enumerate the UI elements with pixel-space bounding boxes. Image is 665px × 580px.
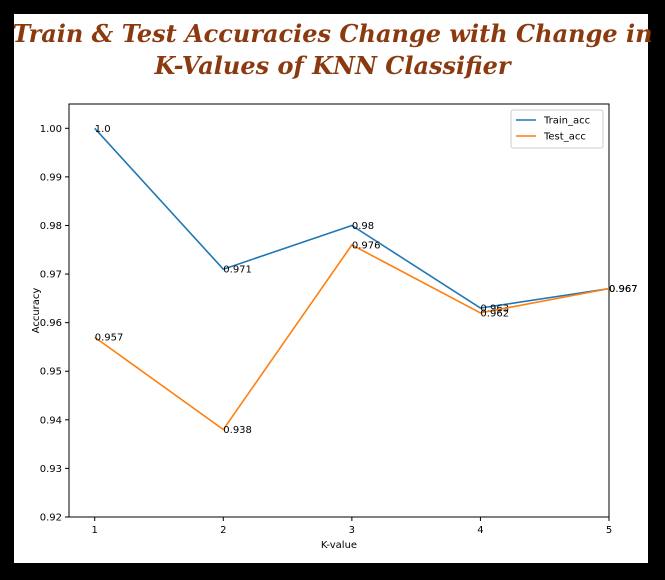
x-tick-label: 2	[220, 525, 226, 536]
plot-frame	[68, 103, 610, 518]
chart-title-line-2: K-Values of KNN Classifier	[154, 51, 511, 80]
y-tick-label: 1.00	[40, 124, 62, 135]
data-label: 0.963	[480, 304, 509, 315]
series-line-train-acc	[94, 127, 610, 309]
data-label: 0.957	[95, 333, 124, 344]
legend-label: Test_acc	[543, 132, 586, 143]
y-tick-label: 0.94	[40, 415, 62, 426]
data-label: 0.938	[223, 425, 252, 436]
data-label: 0.98	[352, 221, 374, 232]
data-label: 1.0	[95, 124, 111, 135]
y-axis-label: Accuracy	[31, 288, 42, 334]
data-label: 0.967	[609, 284, 638, 295]
data-label: 0.976	[352, 240, 381, 251]
y-tick-label: 0.92	[40, 513, 62, 524]
x-tick-label: 3	[349, 525, 355, 536]
y-tick-label: 0.96	[40, 318, 62, 329]
y-tick-label: 0.95	[40, 367, 62, 378]
chart-frame	[14, 14, 648, 563]
data-label: 0.971	[223, 265, 252, 276]
chart-title: Train & Test Accuracies Change with Chan…	[0, 18, 665, 82]
data-label: 0.967	[609, 284, 638, 295]
chart-title-line-1: Train & Test Accuracies Change with Chan…	[12, 19, 653, 48]
y-tick-label: 0.99	[40, 172, 62, 183]
y-tick-label: 0.97	[40, 270, 62, 281]
data-label: 0.962	[480, 308, 509, 319]
x-tick-label: 5	[606, 525, 612, 536]
x-axis-label: K-value	[321, 540, 357, 551]
x-tick-label: 1	[92, 525, 98, 536]
legend-label: Train_acc	[543, 116, 590, 127]
y-tick-label: 0.93	[40, 464, 62, 475]
y-tick-label: 0.98	[40, 221, 62, 232]
x-tick-label: 4	[477, 525, 483, 536]
series-line-test-acc	[94, 243, 610, 431]
